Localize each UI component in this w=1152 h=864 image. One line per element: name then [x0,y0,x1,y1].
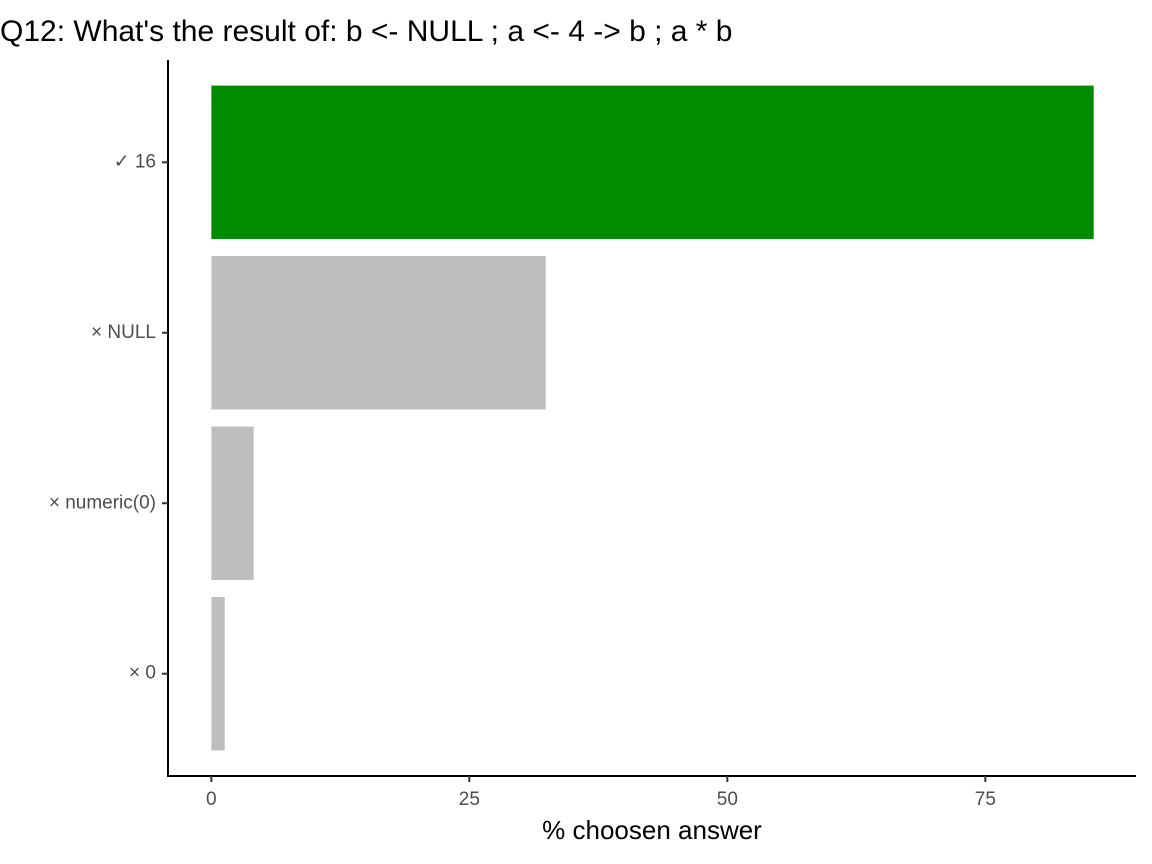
bar [211,85,1094,239]
y-tick-label: × numeric(0) [49,492,156,513]
x-tick-label: 75 [975,789,996,810]
x-axis-label: % choosen answer [542,815,762,845]
x-tick-label: 50 [717,789,738,810]
chart-title: Q12: What's the result of: b <- NULL ; a… [0,15,732,48]
y-tick-label: × NULL [91,322,156,343]
y-tick-label: × 0 [129,663,156,684]
y-tick-label: ✓ 16 [114,151,156,172]
bar [211,256,546,410]
bar [211,597,225,751]
x-tick-label: 0 [206,789,217,810]
x-tick-label: 25 [459,789,480,810]
bar [211,426,254,580]
